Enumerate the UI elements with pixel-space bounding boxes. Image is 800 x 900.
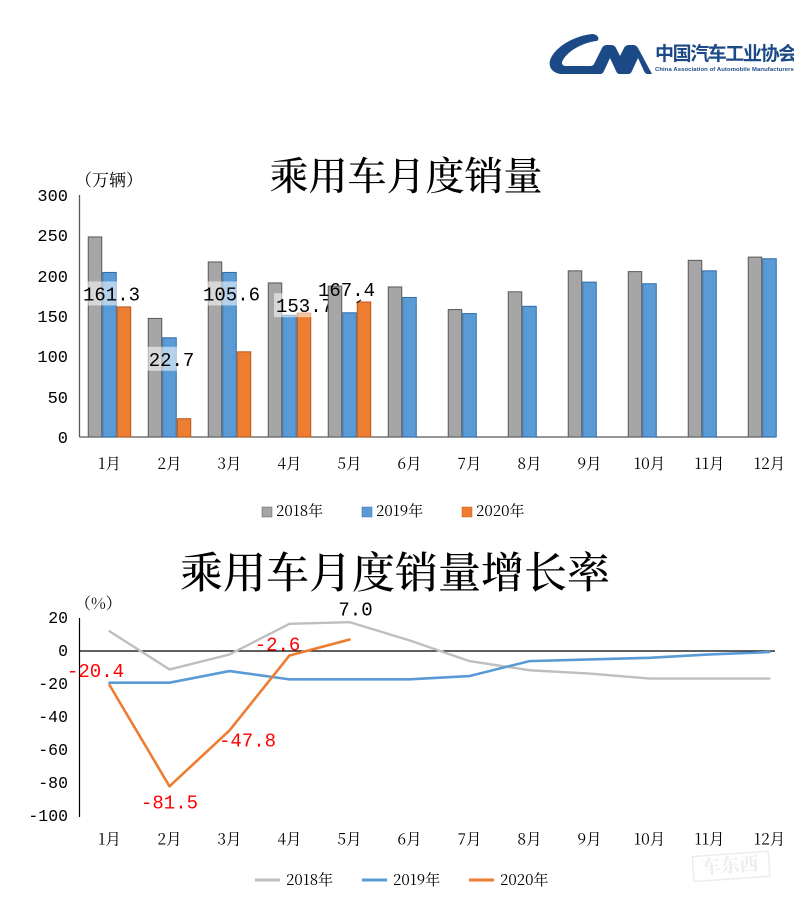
svg-text:8月: 8月	[517, 452, 541, 474]
svg-text:4月: 4月	[277, 828, 301, 850]
svg-text:3月: 3月	[217, 452, 241, 474]
svg-text:7月: 7月	[457, 828, 481, 850]
svg-text:161.3: 161.3	[83, 284, 140, 306]
svg-text:200: 200	[37, 269, 68, 288]
svg-text:-40: -40	[38, 708, 68, 727]
svg-text:1月: 1月	[98, 828, 121, 850]
svg-text:4月: 4月	[277, 452, 301, 474]
svg-text:11月: 11月	[694, 828, 724, 850]
svg-text:167.4: 167.4	[318, 280, 375, 302]
svg-text:11月: 11月	[694, 452, 724, 474]
svg-text:（万辆）: （万辆）	[75, 166, 143, 191]
svg-text:2020年: 2020年	[500, 869, 548, 890]
svg-text:-81.5: -81.5	[141, 792, 198, 814]
svg-text:乘用车月度销量: 乘用车月度销量	[269, 146, 542, 202]
svg-text:1月: 1月	[98, 452, 121, 474]
svg-text:250: 250	[37, 228, 68, 247]
svg-text:5月: 5月	[337, 828, 361, 850]
svg-text:9月: 9月	[577, 828, 601, 850]
svg-text:6月: 6月	[397, 828, 421, 850]
svg-text:12月: 12月	[754, 828, 785, 850]
svg-text:乘用车月度销量增长率: 乘用车月度销量增长率	[180, 540, 610, 601]
svg-text:105.6: 105.6	[203, 284, 260, 306]
svg-text:8月: 8月	[517, 828, 541, 850]
svg-text:10月: 10月	[634, 452, 665, 474]
svg-text:20: 20	[48, 609, 68, 628]
svg-text:（%）: （%）	[75, 591, 122, 614]
svg-text:10月: 10月	[634, 828, 665, 850]
svg-text:3月: 3月	[217, 828, 241, 850]
svg-text:7月: 7月	[457, 452, 481, 474]
svg-text:-20: -20	[38, 675, 68, 694]
svg-text:2018年: 2018年	[286, 869, 333, 890]
svg-text:6月: 6月	[397, 452, 421, 474]
svg-text:5月: 5月	[337, 452, 361, 474]
svg-text:9月: 9月	[577, 452, 601, 474]
svg-text:12月: 12月	[754, 452, 785, 474]
svg-text:-47.8: -47.8	[219, 730, 276, 752]
svg-text:-2.6: -2.6	[255, 634, 301, 656]
svg-text:50: 50	[48, 390, 68, 409]
svg-text:22.7: 22.7	[149, 350, 195, 372]
svg-text:-80: -80	[38, 774, 68, 793]
svg-text:2月: 2月	[157, 452, 181, 474]
svg-text:2月: 2月	[157, 828, 181, 850]
svg-text:2019年: 2019年	[393, 869, 440, 890]
svg-text:300: 300	[37, 188, 68, 207]
svg-text:-100: -100	[28, 807, 68, 826]
svg-text:-60: -60	[38, 741, 68, 760]
svg-text:0: 0	[58, 430, 68, 449]
svg-text:-20.4: -20.4	[67, 661, 124, 683]
svg-text:7.0: 7.0	[338, 600, 372, 622]
svg-text:150: 150	[37, 309, 68, 328]
svg-text:0: 0	[58, 642, 68, 661]
svg-text:100: 100	[37, 349, 68, 368]
